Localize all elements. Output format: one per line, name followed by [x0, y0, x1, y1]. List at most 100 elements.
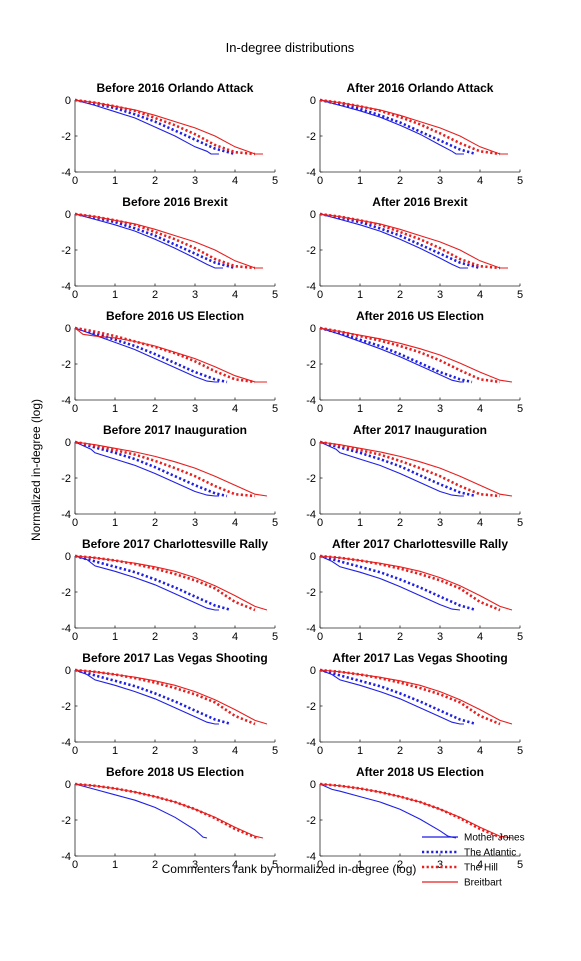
series-line-mother-jones: [319, 99, 464, 155]
panel-title: Before 2016 Orlando Attack: [97, 81, 254, 95]
y-tick-label: -4: [61, 737, 71, 749]
x-tick-label: 3: [437, 745, 443, 757]
x-tick-label: 1: [357, 175, 363, 187]
panel-title: After 2017 Charlottesville Rally: [332, 537, 508, 551]
legend: Mother Jones The Atlantic The Hill Breitbar…: [422, 833, 525, 889]
series-line-the-hill: [319, 98, 501, 156]
x-tick-label: 5: [517, 631, 523, 643]
series-line-mother-jones: [74, 99, 219, 155]
x-tick-label: 1: [357, 517, 363, 529]
y-tick-label: -4: [61, 167, 71, 179]
y-tick-label: -4: [61, 623, 71, 635]
y-tick-label: -2: [61, 815, 71, 827]
x-tick-label: 4: [232, 403, 238, 415]
x-tick-label: 1: [112, 631, 118, 643]
y-tick-label: -2: [306, 245, 316, 257]
x-tick-label: 3: [437, 517, 443, 529]
series-line-mother-jones: [319, 783, 457, 839]
chart-panel-before-2017-las-vegas-shooting: Before 2017 Las Vegas Shooting 0 1 2 3 4 5 0 -2 -…: [61, 651, 278, 757]
series-line-the-hill: [74, 98, 256, 156]
y-tick-label: 0: [310, 323, 316, 335]
x-tick-label: 4: [232, 745, 238, 757]
series-line-breitbart: [74, 555, 268, 611]
y-tick-label: -4: [306, 167, 316, 179]
x-tick-label: 4: [232, 175, 238, 187]
x-tick-label: 4: [477, 859, 483, 871]
x-axis-label: Commenters rank by normalized in-degree …: [162, 862, 417, 876]
y-tick-label: 0: [310, 209, 316, 221]
chart-panel-after-2018-us-election: After 2018 US Election 0 1 2 3 4 5 0 -2 -4: [306, 765, 523, 871]
y-tick-label: -2: [306, 815, 316, 827]
x-tick-label: 2: [397, 289, 403, 301]
x-tick-label: 5: [517, 403, 523, 415]
y-tick-label: 0: [310, 779, 316, 791]
y-tick-label: -2: [306, 587, 316, 599]
series-line-breitbart: [319, 669, 513, 725]
y-tick-label: -2: [61, 473, 71, 485]
y-tick-label: -2: [61, 701, 71, 713]
series-line-breitbart: [319, 99, 508, 155]
series-line-the-hill: [74, 782, 260, 840]
y-tick-label: 0: [310, 437, 316, 449]
x-tick-label: 0: [317, 403, 323, 415]
x-tick-label: 0: [72, 517, 78, 529]
x-tick-label: 2: [152, 859, 158, 871]
series-line-the-hill: [74, 212, 256, 270]
chart-panel-before-2016-brexit: Before 2016 Brexit 0 1 2 3 4 5 0 -2 -4: [61, 195, 278, 301]
y-tick-label: 0: [310, 551, 316, 563]
x-tick-label: 5: [517, 745, 523, 757]
x-tick-label: 2: [152, 175, 158, 187]
y-tick-label: 0: [65, 779, 71, 791]
y-tick-label: -4: [306, 281, 316, 293]
series-line-the-hill: [74, 668, 256, 726]
x-tick-label: 1: [112, 745, 118, 757]
x-tick-label: 0: [317, 631, 323, 643]
x-tick-label: 3: [192, 631, 198, 643]
x-tick-label: 5: [272, 403, 278, 415]
x-tick-label: 5: [272, 745, 278, 757]
x-tick-label: 3: [192, 517, 198, 529]
x-tick-label: 0: [317, 289, 323, 301]
chart-panel-before-2017-charlottesville-rally: Before 2017 Charlottesville Rally 0 1 2 3 4 5 0…: [61, 537, 278, 643]
y-tick-label: -4: [306, 395, 316, 407]
legend-label-the-hill: The Hill: [464, 863, 498, 874]
panel-title: Before 2017 Charlottesville Rally: [82, 537, 268, 551]
series-line-mother-jones: [319, 213, 468, 269]
panel-title: Before 2017 Las Vegas Shooting: [82, 651, 267, 665]
series-line-breitbart: [74, 669, 268, 725]
panel-title: After 2018 US Election: [356, 765, 484, 779]
series-line-the-atlantic: [319, 98, 477, 156]
x-tick-label: 4: [477, 745, 483, 757]
series-line-the-atlantic: [319, 668, 477, 726]
series-line-breitbart: [319, 441, 513, 497]
series-line-breitbart: [74, 99, 263, 155]
panel-title: Before 2018 US Election: [106, 765, 244, 779]
legend-label-mother-jones: Mother Jones: [464, 833, 525, 844]
chart-panel-after-2016-orlando-attack: After 2016 Orlando Attack 0 1 2 3 4 5 0 -2 -4: [306, 81, 523, 187]
y-tick-label: -4: [61, 851, 71, 863]
x-tick-label: 2: [152, 517, 158, 529]
y-axis-label: Normalized in-degree (log): [29, 399, 43, 541]
series-line-mother-jones: [74, 669, 219, 725]
x-tick-label: 2: [397, 859, 403, 871]
y-tick-label: -2: [306, 473, 316, 485]
y-tick-label: -2: [61, 359, 71, 371]
x-tick-label: 3: [192, 175, 198, 187]
x-tick-label: 2: [152, 289, 158, 301]
panel-title: After 2017 Las Vegas Shooting: [332, 651, 507, 665]
x-tick-label: 4: [477, 517, 483, 529]
legend-label-breitbart: Breitbart: [464, 878, 502, 889]
x-tick-label: 0: [317, 745, 323, 757]
x-tick-label: 1: [112, 289, 118, 301]
x-tick-label: 4: [477, 289, 483, 301]
series-line-breitbart: [319, 327, 513, 383]
y-tick-label: 0: [65, 209, 71, 221]
series-line-the-hill: [319, 440, 501, 498]
x-tick-label: 1: [357, 745, 363, 757]
series-line-mother-jones: [74, 555, 219, 611]
series-line-breitbart: [74, 213, 263, 269]
x-tick-label: 0: [317, 517, 323, 529]
x-tick-label: 3: [437, 859, 443, 871]
chart-panel-before-2016-us-election: Before 2016 US Election 0 1 2 3 4 5 0 -2 -4: [61, 309, 278, 415]
